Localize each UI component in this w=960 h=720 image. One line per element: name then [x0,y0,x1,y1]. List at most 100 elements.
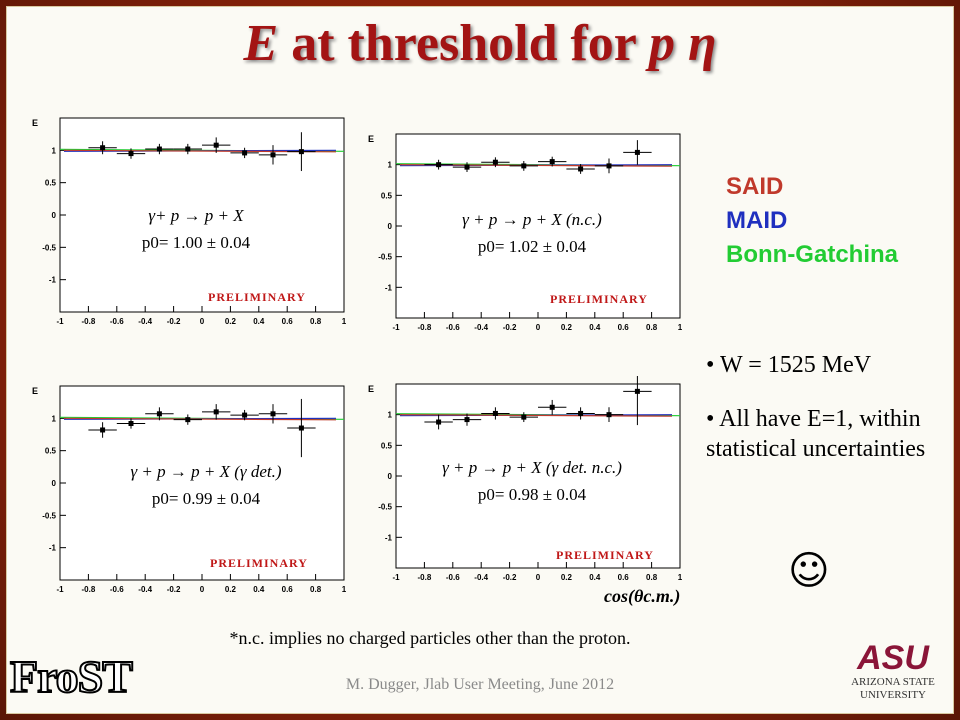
bullet-conclusion: • All have E=1, within statistical uncer… [706,406,926,462]
x-tick-label: 0.8 [646,573,658,582]
data-point [88,141,117,155]
x-tick-label: 0 [536,323,541,332]
y-tick-label: 0.5 [45,179,57,188]
said-curve [63,417,337,421]
data-point [509,412,538,423]
y-axis-label: E [32,118,38,128]
x-tick-label: -1 [56,585,64,594]
point-marker [578,410,584,416]
chart-panel-1: E 1 0.5 0 -0.5 -1 -1 -0.8 -0.6 -0.4 -0.2 0 0.2 0.4 0.6… [26,110,356,332]
chart-panel-2: E 1 0.5 0 -0.5 -1 -1 -0.8 -0.6 -0.4 -0.2 0 0.2 0.4 0.6… [362,126,692,338]
data-point [481,407,510,420]
x-tick-label: 1 [678,323,683,332]
y-tick-label: -1 [49,276,57,285]
point-marker [464,417,470,423]
x-tick-label: 0.4 [589,573,601,582]
point-marker [298,425,304,431]
data-point [230,409,259,421]
y-tick-label: -1 [49,544,57,553]
x-axis-label: cos(θc.m.) [604,586,681,606]
point-marker [492,159,498,165]
y-tick-label: 0 [388,472,393,481]
x-tick-label: 0 [536,573,541,582]
x-tick-label: -0.6 [446,323,460,332]
point-marker [185,417,191,423]
data-point [116,148,146,159]
data-point [173,414,202,425]
preliminary-watermark-4: PRELIMINARY [556,548,654,562]
point-marker [521,414,527,420]
data-point [424,159,453,170]
slide-title: E at threshold for p η [243,15,717,72]
y-tick-label: 0 [388,222,393,231]
y-tick-label: 1 [388,161,393,170]
point-marker [521,163,527,169]
x-tick-label: -0.8 [82,585,96,594]
data-point [424,414,453,430]
x-tick-label: 0.8 [310,317,322,326]
x-tick-label: 0.8 [310,585,322,594]
x-tick-label: 0.8 [646,323,658,332]
said-curve [399,414,673,417]
data-point [258,404,288,424]
data-point [258,145,288,165]
data-point [173,143,202,155]
x-tick-label: -1 [392,323,400,332]
fit-label-1: p0= 1.00 ± 0.04 [141,233,251,252]
fit-label-2: p0= 1.02 ± 0.04 [477,237,587,256]
frost-logo: FroST [9,650,134,703]
x-tick-label: 0.6 [618,323,630,332]
point-marker [242,412,248,418]
chart-svg-3: E 1 0.5 0 -0.5 -1 -1 -0.8 -0.6 -0.4 -0.2 0 0.2 0.4 0.6… [32,385,347,594]
point-marker [156,146,162,152]
point-marker [156,411,162,417]
x-tick-label: 0.4 [253,317,265,326]
data-point [145,143,174,155]
preliminary-watermark-1: PRELIMINARY [208,290,306,304]
data-point [116,418,146,429]
point-marker [549,404,555,410]
x-tick-label: -0.6 [110,317,124,326]
x-tick-label: -0.4 [138,585,152,594]
y-tick-label: 1 [52,146,57,155]
x-tick-label: -0.2 [503,323,517,332]
y-tick-label: 0.5 [381,441,393,450]
point-marker [128,151,134,157]
x-tick-label: 1 [678,573,683,582]
y-tick-label: -0.5 [42,243,56,252]
x-tick-label: -0.8 [418,573,432,582]
footnote: *n.c. implies no charged particles other… [229,628,631,648]
x-tick-label: -0.4 [474,323,488,332]
x-tick-label: 0 [200,585,205,594]
data-point [566,407,595,420]
reaction-label-2: γ + p → p + X (n.c.) [462,210,602,229]
data-point [287,398,316,458]
point-marker [436,419,442,425]
y-tick-label: -0.5 [42,511,56,520]
smiley-icon: ☺ [788,548,830,594]
y-tick-label: 0 [52,211,57,220]
data-point [509,160,538,171]
x-tick-label: 1 [342,585,347,594]
x-tick-label: -1 [56,317,64,326]
x-tick-label: -0.2 [167,585,181,594]
bullet-notes: • W = 1525 MeV • All have E=1, within st… [706,350,936,488]
data-point [594,158,624,174]
x-tick-label: -0.2 [167,317,181,326]
point-marker [185,146,191,152]
y-axis-label: E [368,384,374,394]
point-marker [464,164,470,170]
fit-label-3: p0= 0.99 ± 0.04 [151,489,261,508]
data-point [481,157,510,168]
point-marker [578,166,584,172]
chart-panel-4: E 1 0.5 0 -0.5 -1 -1 -0.8 -0.6 -0.4 -0.2 0 0.2 0.4 0.6… [362,376,692,588]
x-tick-label: 0.6 [618,573,630,582]
asu-logo-mark: ASU [857,639,929,677]
x-tick-label: 0.4 [589,323,601,332]
x-tick-label: -0.4 [138,317,152,326]
point-marker [213,409,219,415]
legend-maid: MAID [726,207,788,234]
point-marker [634,388,640,394]
model-legend: SAID MAID Bonn-Gatchina [726,170,898,272]
x-tick-label: -0.6 [110,585,124,594]
